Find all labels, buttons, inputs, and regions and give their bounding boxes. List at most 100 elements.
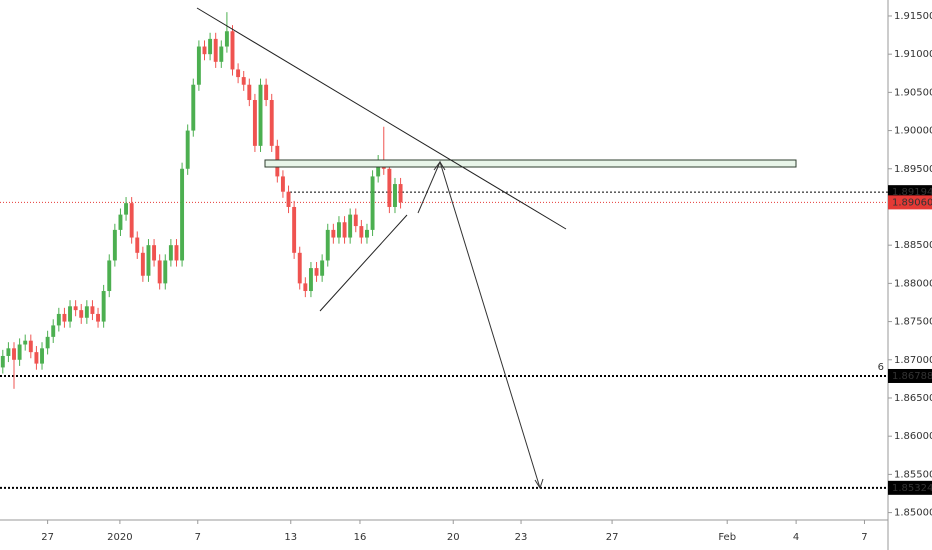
candle-body bbox=[292, 206, 297, 253]
candle-body bbox=[157, 260, 162, 284]
candle-body bbox=[202, 46, 207, 55]
x-tick-label: 13 bbox=[284, 532, 297, 543]
candle-body bbox=[12, 348, 16, 360]
candle-body bbox=[6, 348, 11, 356]
y-tick-label: 1.88000 bbox=[894, 278, 932, 289]
candle-body bbox=[303, 283, 308, 292]
candle-body bbox=[146, 245, 151, 276]
candle-body bbox=[213, 38, 218, 62]
candle-body bbox=[96, 313, 101, 322]
y-tick-label: 1.85500 bbox=[894, 469, 932, 480]
candle-body bbox=[28, 340, 33, 353]
x-tick-label: 20 bbox=[447, 532, 460, 543]
arrow-head bbox=[433, 161, 446, 171]
candle-body bbox=[112, 229, 117, 261]
candle-body bbox=[163, 260, 168, 284]
candle-body bbox=[297, 252, 302, 284]
price-label: 1.85324 bbox=[892, 483, 932, 494]
candle-body bbox=[320, 260, 325, 276]
y-tick-label: 1.86000 bbox=[894, 431, 932, 442]
candle-body bbox=[124, 203, 129, 215]
x-tick-label: 2020 bbox=[107, 532, 132, 543]
price-label-box bbox=[888, 368, 932, 383]
candle-body bbox=[359, 226, 364, 238]
y-tick-label: 1.87000 bbox=[894, 355, 932, 366]
x-tick-label: 16 bbox=[354, 532, 367, 543]
candle-body bbox=[107, 260, 112, 292]
candle-body bbox=[308, 268, 313, 292]
y-tick-label: 1.87500 bbox=[894, 317, 932, 328]
candle-body bbox=[79, 310, 84, 318]
candle-body bbox=[191, 84, 196, 131]
x-tick-label: 27 bbox=[606, 532, 619, 543]
candle-body bbox=[140, 252, 145, 276]
candle-body bbox=[45, 336, 50, 349]
candle-body bbox=[34, 352, 39, 364]
candle-body bbox=[314, 268, 319, 276]
candle-body bbox=[241, 77, 246, 85]
candle-body bbox=[325, 229, 330, 261]
candle-body bbox=[185, 130, 190, 169]
candle-body bbox=[84, 306, 89, 318]
price-label: 1.89060 bbox=[892, 197, 932, 208]
candle-body bbox=[342, 222, 347, 238]
candle-body bbox=[258, 84, 263, 146]
candle-body bbox=[56, 313, 61, 326]
trend-line bbox=[196, 7, 567, 230]
candle-body bbox=[196, 46, 201, 85]
candle-body bbox=[286, 191, 291, 207]
candle-body bbox=[101, 291, 106, 322]
y-tick-label: 1.88500 bbox=[894, 240, 932, 251]
candle-body bbox=[219, 46, 224, 62]
price-label-box bbox=[888, 195, 932, 210]
candle-body bbox=[376, 161, 381, 177]
support-line bbox=[319, 214, 408, 312]
x-tick-label: 7 bbox=[861, 532, 867, 543]
candle-body bbox=[17, 344, 22, 360]
candle-body bbox=[336, 222, 341, 238]
y-tick-label: 1.91000 bbox=[894, 49, 932, 60]
candle-body bbox=[269, 100, 274, 146]
arrow-head bbox=[534, 478, 544, 490]
candle-body bbox=[174, 245, 179, 261]
candle-body bbox=[280, 176, 285, 192]
candle-body bbox=[62, 313, 67, 322]
x-tick-label: 23 bbox=[515, 532, 528, 543]
price-label-box bbox=[888, 480, 932, 495]
drawings bbox=[196, 7, 797, 490]
candle-body bbox=[236, 69, 241, 78]
y-tick-label: 1.91500 bbox=[894, 11, 932, 22]
candle-body bbox=[387, 168, 392, 207]
candle-body bbox=[168, 245, 173, 261]
candle-body bbox=[68, 306, 72, 322]
candle-body bbox=[90, 306, 95, 314]
candle-body bbox=[264, 84, 269, 101]
x-tick-label: Feb bbox=[718, 532, 736, 543]
candle-body bbox=[224, 31, 229, 47]
y-tick-label: 1.90500 bbox=[894, 87, 932, 98]
annotation: 6 bbox=[878, 362, 884, 373]
candle-body bbox=[230, 31, 235, 70]
resistance-zone bbox=[264, 159, 797, 168]
y-tick-label: 1.86500 bbox=[894, 393, 932, 404]
candle-body bbox=[393, 184, 397, 207]
candle-body bbox=[152, 245, 157, 261]
y-tick-label: 1.85000 bbox=[894, 508, 932, 519]
y-tick-label: 1.90000 bbox=[894, 126, 932, 137]
price-label: 1.89194 bbox=[892, 187, 932, 198]
candle-body bbox=[348, 214, 353, 238]
candle-body bbox=[23, 340, 28, 345]
candle-body bbox=[180, 168, 185, 261]
candle-body bbox=[129, 203, 134, 238]
x-tick-label: 4 bbox=[793, 532, 799, 543]
candle-body bbox=[40, 348, 44, 364]
y-tick-label: 1.89500 bbox=[894, 164, 932, 175]
candle-body bbox=[398, 184, 403, 203]
candle-body bbox=[135, 237, 140, 253]
candle-body bbox=[73, 306, 78, 311]
x-tick-label: 7 bbox=[195, 532, 201, 543]
price-label: 1.86788 bbox=[892, 371, 932, 382]
candle-body bbox=[118, 214, 123, 230]
